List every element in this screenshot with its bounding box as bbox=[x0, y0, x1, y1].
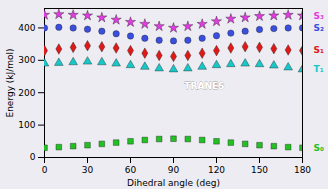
svg-text:200: 200 bbox=[18, 88, 35, 98]
svg-text:150: 150 bbox=[251, 165, 268, 175]
svg-text:0: 0 bbox=[30, 152, 36, 162]
svg-text:120: 120 bbox=[208, 165, 225, 175]
svg-text:300: 300 bbox=[18, 55, 35, 65]
svg-text:400: 400 bbox=[18, 23, 35, 33]
svg-text:Dihedral angle (deg): Dihedral angle (deg) bbox=[127, 178, 220, 188]
svg-text:Energy (kJ/mol): Energy (kJ/mol) bbox=[5, 48, 15, 117]
svg-text:90: 90 bbox=[168, 165, 180, 175]
svg-text:S₂: S₂ bbox=[314, 23, 324, 33]
svg-text:S₃: S₃ bbox=[314, 11, 324, 21]
svg-text:180: 180 bbox=[294, 165, 311, 175]
svg-text:S₁: S₁ bbox=[314, 45, 324, 55]
svg-text:0: 0 bbox=[42, 165, 48, 175]
svg-text:60: 60 bbox=[125, 165, 137, 175]
svg-text:TRANES: TRANES bbox=[184, 81, 224, 91]
svg-text:T₁: T₁ bbox=[314, 64, 324, 74]
svg-text:100: 100 bbox=[18, 120, 35, 130]
svg-text:S₀: S₀ bbox=[314, 143, 324, 153]
svg-text:30: 30 bbox=[82, 165, 94, 175]
